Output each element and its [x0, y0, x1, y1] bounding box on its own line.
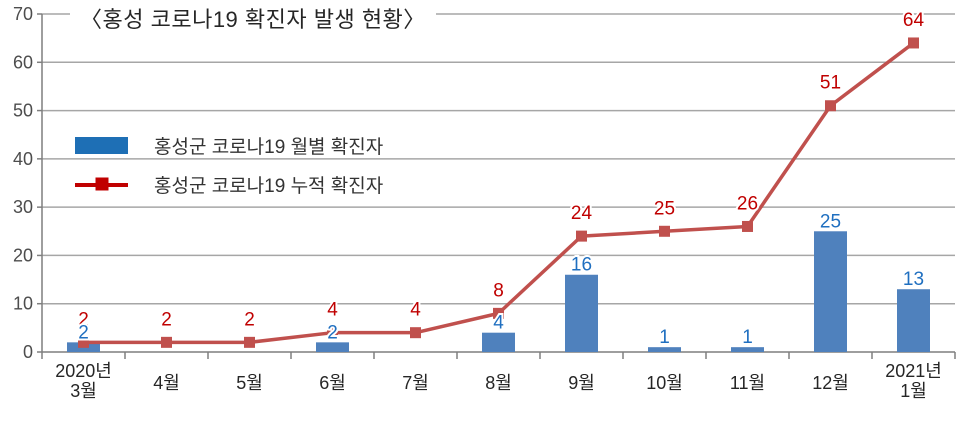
line-marker[interactable]: [908, 37, 919, 49]
cumulative-data-label: 2: [78, 309, 89, 330]
x-tick-label: 7월: [402, 373, 429, 393]
line-marker[interactable]: [161, 336, 172, 348]
cumulative-data-label: 24: [571, 203, 593, 224]
y-tick-label: 40: [13, 149, 33, 169]
cumulative-data-label: 2: [161, 309, 172, 330]
bar-data-label: 4: [493, 313, 504, 334]
cumulative-data-label: 4: [410, 300, 421, 321]
bar[interactable]: [648, 347, 681, 352]
legend-label-cumulative: 홍성군 코로나19 누적 확진자: [154, 175, 384, 197]
line-marker[interactable]: [576, 230, 587, 242]
legend-bar-swatch-icon: [75, 136, 128, 154]
cumulative-data-label: 64: [903, 10, 925, 31]
cumulative-data-label: 26: [737, 193, 758, 214]
bar[interactable]: [565, 274, 598, 352]
bar[interactable]: [814, 231, 847, 352]
cumulative-data-label: 4: [327, 300, 338, 321]
legend-label-monthly: 홍성군 코로나19 월별 확진자: [154, 136, 384, 158]
x-tick-label: 3월: [70, 381, 97, 401]
line-marker[interactable]: [742, 220, 753, 232]
bar-data-label: 16: [571, 255, 592, 276]
bar[interactable]: [731, 347, 764, 352]
legend-item-cumulative[interactable]: 홍성군 코로나19 누적 확진자: [75, 172, 384, 197]
x-tick-label: 10월: [646, 373, 683, 393]
bar-data-label: 1: [659, 327, 670, 348]
bar[interactable]: [482, 332, 515, 352]
cumulative-data-label: 8: [493, 280, 504, 301]
x-tick-label: 4월: [153, 373, 180, 393]
line-marker[interactable]: [327, 327, 338, 339]
bar[interactable]: [316, 342, 349, 352]
cumulative-data-label: 51: [820, 73, 841, 94]
line-marker[interactable]: [410, 327, 421, 339]
bar-data-label: 2: [327, 322, 338, 343]
chart-title: 〈홍성 코로나19 확진자 발생 현황〉: [70, 2, 436, 34]
cumulative-data-label: 2: [244, 309, 255, 330]
bar-data-label: 25: [820, 211, 841, 232]
y-tick-label: 50: [13, 101, 33, 121]
line-marker[interactable]: [244, 336, 255, 348]
x-tick-label: 8월: [485, 373, 512, 393]
x-tick-label: 6월: [319, 373, 346, 393]
line-marker[interactable]: [825, 100, 836, 112]
y-tick-label: 20: [13, 245, 33, 265]
chart-legend: 홍성군 코로나19 월별 확진자 홍성군 코로나19 누적 확진자: [75, 133, 384, 197]
legend-line-swatch-icon: [75, 176, 128, 193]
x-tick-label: 5월: [236, 373, 263, 393]
bar-data-label: 1: [742, 327, 753, 348]
bar-data-label: 13: [903, 269, 924, 290]
bar[interactable]: [897, 289, 930, 352]
legend-item-monthly[interactable]: 홍성군 코로나19 월별 확진자: [75, 133, 384, 158]
y-tick-label: 0: [23, 342, 33, 362]
x-tick-label: 11월: [730, 373, 765, 393]
x-tick-label: 1월: [900, 381, 927, 401]
x-tick-label: 2020년: [55, 361, 112, 381]
line-marker[interactable]: [78, 336, 89, 348]
cumulative-data-label: 25: [654, 198, 675, 219]
line-marker[interactable]: [659, 225, 670, 237]
y-tick-label: 30: [13, 197, 33, 217]
y-tick-label: 10: [13, 294, 33, 314]
y-tick-label: 70: [13, 4, 33, 24]
x-tick-label: 9월: [568, 373, 595, 393]
legend-line-marker-icon: [95, 177, 108, 191]
x-tick-label: 2021년: [885, 361, 942, 381]
x-tick-label: 12월: [812, 373, 849, 393]
y-tick-label: 60: [13, 52, 33, 72]
line-marker[interactable]: [493, 307, 504, 319]
bar-data-label: 2: [78, 322, 89, 343]
